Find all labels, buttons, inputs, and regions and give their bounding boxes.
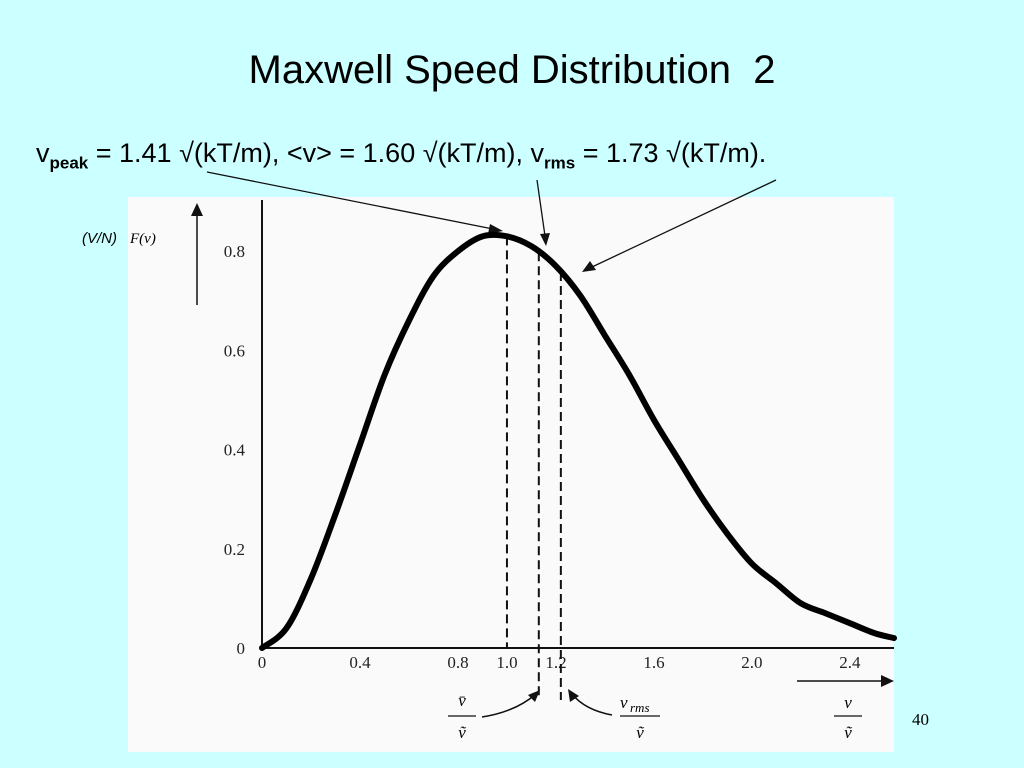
x-tick-label: 1.0 (496, 653, 517, 672)
x-tick-label: 1.2 (545, 653, 566, 672)
x-tick-label: 2.4 (839, 653, 861, 672)
y-axis-label-prefix: (V/N) (82, 230, 117, 247)
rms-pointer-arrowhead (582, 261, 596, 272)
x-tick-label: 0.4 (349, 653, 371, 672)
peak-pointer-line (206, 171, 494, 230)
mean-pointer-arrowhead (540, 233, 550, 246)
x-tick-label: 0.8 (447, 653, 468, 672)
rms-label-bottom: ṽ (636, 723, 644, 742)
x-arrow-head (881, 675, 894, 687)
y-axis-label: F(v) (129, 231, 156, 247)
y-tick-labels: 0 0.2 0.4 0.6 0.8 (224, 242, 246, 658)
formula-peak-subscript: peak (49, 153, 89, 173)
formula-v-symbol: v (36, 138, 50, 168)
speed-formula: vpeak = 1.41 √(kT/m), <v> = 1.60 √(kT/m)… (36, 138, 766, 173)
x-tick-label: 0 (258, 653, 267, 672)
marker-lines (505, 236, 562, 700)
rms-pointer-line (591, 179, 777, 268)
rms-label-top: v (620, 693, 628, 712)
x-axis-label-bottom: ṽ (844, 723, 852, 742)
formula-part-2: = 1.73 √(kT/m). (575, 138, 767, 168)
mean-label-top: v̄ (458, 691, 466, 710)
slide-title: Maxwell Speed Distribution 2 (248, 48, 776, 92)
distribution-curve (259, 231, 897, 651)
mean-label-bottom: ṽ (458, 723, 466, 742)
mean-pointer-line (536, 179, 546, 237)
distribution-curve-group (259, 231, 897, 651)
y-tick-label: 0.6 (224, 341, 245, 360)
formula-rms-subscript: rms (544, 153, 576, 173)
page-number: 40 (912, 710, 929, 729)
x-tick-label: 1.6 (643, 653, 664, 672)
x-axis-label-top: v (844, 693, 852, 712)
mean-label-arrowhead (528, 690, 540, 702)
formula-part-1: = 1.41 √(kT/m), <v> = 1.60 √(kT/m), v (88, 138, 545, 168)
rms-label-arrowhead (568, 689, 579, 702)
peak-pointer-arrowhead (488, 224, 503, 234)
chart-panel (128, 197, 894, 752)
rms-label-sub: rms (630, 700, 650, 715)
y-tick-label: 0.2 (224, 540, 245, 559)
y-tick-label: 0 (237, 639, 246, 658)
x-tick-label: 2.0 (741, 653, 762, 672)
y-arrow-head (191, 203, 203, 216)
y-tick-label: 0.4 (224, 441, 246, 460)
y-tick-label: 0.8 (224, 242, 245, 261)
